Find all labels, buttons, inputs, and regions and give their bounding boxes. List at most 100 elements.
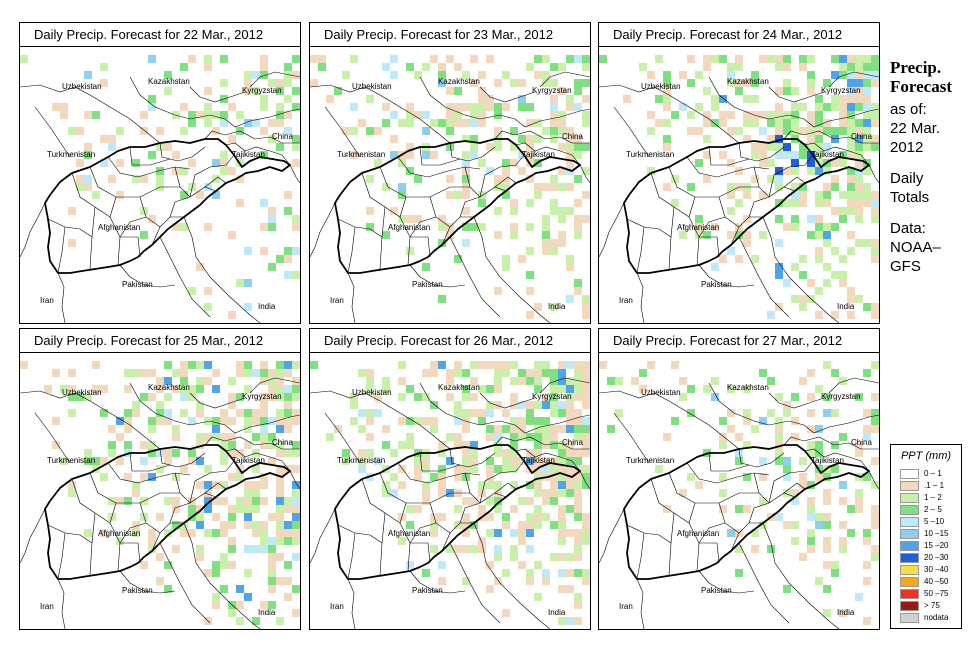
precip-cell bbox=[276, 449, 284, 457]
precip-cell bbox=[406, 561, 414, 569]
precip-cell bbox=[116, 433, 124, 441]
precip-cell bbox=[228, 401, 236, 409]
precip-cell bbox=[132, 409, 140, 417]
province-boundary bbox=[379, 166, 470, 198]
precip-cell bbox=[414, 71, 422, 79]
precip-cell bbox=[863, 199, 871, 207]
precip-cell bbox=[727, 425, 735, 433]
precip-cell bbox=[815, 135, 823, 143]
forecast-panel-3: Daily Precip. Forecast for 24 Mar., 2012… bbox=[598, 22, 880, 324]
precip-cell bbox=[550, 199, 558, 207]
precip-cell bbox=[188, 119, 196, 127]
precip-cell bbox=[695, 103, 703, 111]
precip-cell bbox=[558, 585, 566, 593]
precip-cell bbox=[759, 151, 767, 159]
map-svg: UzbekistanKazakhstanKyrgyzstanChinaTajik… bbox=[599, 361, 879, 629]
precip-cell bbox=[284, 255, 292, 263]
precip-cell bbox=[164, 585, 172, 593]
precip-cell bbox=[815, 287, 823, 295]
precip-cell bbox=[236, 369, 244, 377]
precip-cell bbox=[791, 167, 799, 175]
precip-cell bbox=[566, 417, 574, 425]
precip-cell bbox=[244, 87, 252, 95]
precip-cell bbox=[180, 465, 188, 473]
province-boundary bbox=[698, 522, 726, 544]
precip-cell bbox=[847, 183, 855, 191]
precip-cell bbox=[462, 441, 470, 449]
precip-cell bbox=[284, 191, 292, 199]
precip-cell bbox=[204, 417, 212, 425]
precip-cell bbox=[292, 143, 300, 151]
precip-cell bbox=[212, 369, 220, 377]
precip-cell bbox=[839, 71, 847, 79]
precip-cell bbox=[847, 71, 855, 79]
precip-cell bbox=[366, 223, 374, 231]
precip-cell bbox=[228, 393, 236, 401]
precip-cell bbox=[236, 617, 244, 625]
precip-cell bbox=[847, 529, 855, 537]
province-boundary bbox=[738, 448, 785, 468]
precip-cell bbox=[292, 417, 300, 425]
precip-cell bbox=[574, 433, 582, 441]
precip-cell bbox=[164, 409, 172, 417]
precip-cell bbox=[711, 223, 719, 231]
precip-cell bbox=[366, 385, 374, 393]
precip-cell bbox=[148, 441, 156, 449]
province-boundary bbox=[361, 478, 401, 524]
precip-cell bbox=[823, 143, 831, 151]
precip-cell bbox=[566, 489, 574, 497]
precip-cell bbox=[84, 151, 92, 159]
precip-cell bbox=[518, 529, 526, 537]
precip-cell bbox=[196, 521, 204, 529]
precip-cell bbox=[735, 505, 743, 513]
precip-cell bbox=[292, 393, 300, 401]
precip-cell bbox=[631, 377, 639, 385]
precip-cell bbox=[831, 55, 839, 63]
precip-cell bbox=[430, 119, 438, 127]
precip-cell bbox=[799, 199, 807, 207]
precip-cell bbox=[260, 529, 268, 537]
precip-cell bbox=[574, 55, 582, 63]
legend-label: 15 –20 bbox=[924, 541, 949, 550]
precip-cell bbox=[550, 433, 558, 441]
precip-cell bbox=[871, 55, 879, 63]
precip-cell bbox=[494, 489, 502, 497]
precip-cell bbox=[212, 561, 220, 569]
precip-cell bbox=[799, 473, 807, 481]
precip-cell bbox=[148, 417, 156, 425]
precip-cell bbox=[260, 473, 268, 481]
precip-cell bbox=[839, 537, 847, 545]
precip-cell bbox=[550, 377, 558, 385]
precip-cell bbox=[284, 593, 292, 601]
precip-cell bbox=[172, 369, 180, 377]
precip-cell bbox=[727, 529, 735, 537]
precip-cell bbox=[414, 457, 422, 465]
precip-cell bbox=[350, 417, 358, 425]
precip-cell bbox=[220, 111, 228, 119]
precip-cell bbox=[148, 529, 156, 537]
precip-cell bbox=[863, 577, 871, 585]
legend-swatch bbox=[900, 601, 919, 611]
precip-cell bbox=[582, 361, 590, 369]
province-boundary bbox=[668, 166, 759, 198]
precip-cell bbox=[679, 231, 687, 239]
province-boundary bbox=[459, 502, 481, 524]
precip-cell bbox=[84, 449, 92, 457]
precip-cell bbox=[494, 369, 502, 377]
precip-cell bbox=[863, 71, 871, 79]
precip-cell bbox=[390, 55, 398, 63]
country-label-kazakhstan: Kazakhstan bbox=[727, 77, 769, 86]
precip-cell bbox=[196, 401, 204, 409]
precip-cell bbox=[268, 569, 276, 577]
precip-cell bbox=[847, 207, 855, 215]
precip-cell bbox=[871, 361, 879, 369]
precip-cell bbox=[542, 401, 550, 409]
precip-cell bbox=[679, 103, 687, 111]
precip-cell bbox=[292, 513, 300, 521]
precip-cell bbox=[815, 311, 823, 319]
precip-cell bbox=[228, 473, 236, 481]
precip-cell bbox=[276, 577, 284, 585]
precip-cell bbox=[566, 409, 574, 417]
precip-cell bbox=[366, 95, 374, 103]
precip-cell bbox=[839, 103, 847, 111]
